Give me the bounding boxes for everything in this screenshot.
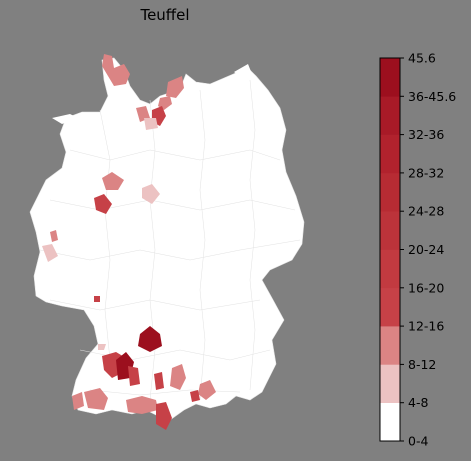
legend-swatch-6: [380, 172, 400, 212]
legend-tick-label: 16-20: [408, 280, 444, 295]
legend-swatch-4: [380, 249, 400, 289]
district-borders: [39, 79, 301, 401]
legend-tick-label: 32-36: [408, 127, 444, 142]
legend-tick-label: 24-28: [408, 204, 444, 219]
map-title: Teuffel: [140, 6, 190, 24]
legend-tick-label: 28-32: [408, 165, 444, 180]
legend-swatch-3: [380, 287, 400, 327]
legend-swatch-0: [380, 402, 400, 442]
legend-swatch-1: [380, 364, 400, 403]
legend-swatch-7: [380, 134, 400, 174]
legend-tick-label: 0-4: [408, 434, 428, 449]
legend-swatches: [380, 58, 400, 442]
legend-tick-label: 4-8: [408, 395, 428, 410]
legend-tick-label: 36-45.6: [408, 89, 456, 104]
legend-tick-label: 20-24: [408, 242, 444, 257]
legend-swatch-8: [380, 96, 400, 135]
germany-landmass: [29, 57, 305, 421]
legend-swatch-5: [380, 211, 400, 250]
legend-swatch-9: [380, 58, 400, 97]
legend-tick-label: 12-16: [408, 319, 444, 334]
highlighted-districts: [42, 54, 216, 430]
legend-tick-label: 8-12: [408, 357, 436, 372]
legend-ticks: 0-4 4-8 8-12 12-16 16-20 20-24 24-28 28-32 32-36…: [400, 51, 456, 449]
legend-swatch-2: [380, 326, 400, 365]
legend-tick-label: 45.6: [408, 51, 436, 66]
